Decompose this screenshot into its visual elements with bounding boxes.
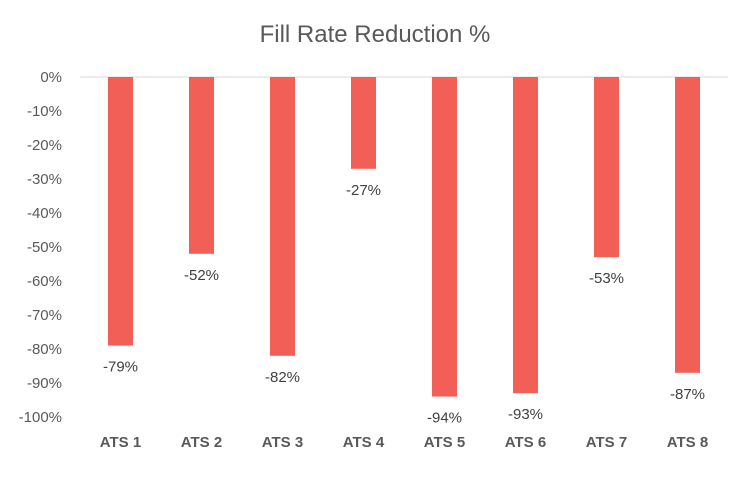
x-tick-label: ATS 5 [424,434,465,451]
x-tick-label: ATS 6 [505,434,546,451]
y-tick-label: -30% [27,171,62,188]
bar-ats-5[interactable] [432,77,457,397]
data-labels-group: -79% -52% -82% -27% -94% -93% -53% -87% [103,182,705,427]
x-axis: ATS 1 ATS 2 ATS 3 ATS 4 ATS 5 ATS 6 ATS 7 ATS 8 [80,76,728,451]
data-label: -93% [508,406,543,423]
bar-ats-4[interactable] [351,77,376,169]
y-tick-label: -60% [27,273,62,290]
data-label: -53% [589,270,624,287]
y-tick-label: -40% [27,205,62,222]
y-tick-label: -50% [27,239,62,256]
bars-group [108,77,700,397]
x-tick-label: ATS 8 [667,434,708,451]
y-tick-label: -20% [27,137,62,154]
y-tick-label: -100% [19,409,62,426]
data-label: -87% [670,386,705,403]
y-tick-label: 0% [40,69,62,86]
x-tick-label: ATS 3 [262,434,303,451]
chart-title: Fill Rate Reduction % [260,21,491,48]
data-label: -82% [265,369,300,386]
y-tick-label: -10% [27,103,62,120]
bar-ats-7[interactable] [594,77,619,258]
bar-ats-1[interactable] [108,77,133,346]
bar-ats-3[interactable] [270,77,295,356]
x-tick-label: ATS 1 [100,434,141,451]
y-tick-label: -90% [27,375,62,392]
data-label: -52% [184,267,219,284]
data-label: -79% [103,359,138,376]
bar-ats-8[interactable] [675,77,700,373]
bar-ats-2[interactable] [189,77,214,254]
x-tick-label: ATS 4 [343,434,385,451]
y-tick-label: -80% [27,341,62,358]
y-axis: 0% -10% -20% -30% -40% -50% -60% -70% -80% -90% -1… [19,69,62,426]
x-tick-label: ATS 2 [181,434,222,451]
bar-ats-6[interactable] [513,77,538,394]
data-label: -27% [346,182,381,199]
y-tick-label: -70% [27,307,62,324]
x-tick-label: ATS 7 [586,434,627,451]
data-label: -94% [427,410,462,427]
